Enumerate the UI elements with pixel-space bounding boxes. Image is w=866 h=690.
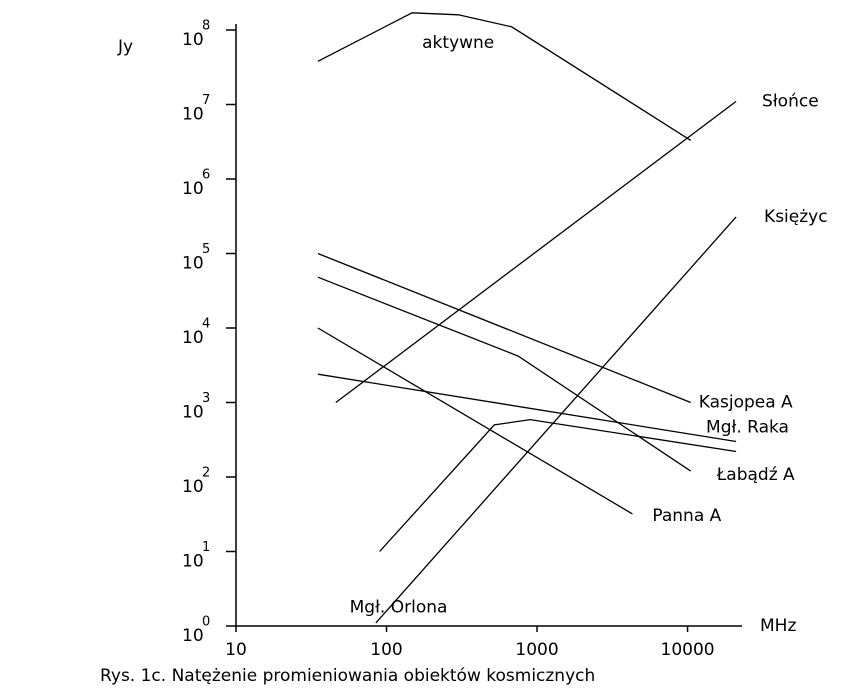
x-tick-label: 10: [225, 640, 247, 660]
line-series: [375, 216, 737, 624]
y-tick-label: 10: [182, 552, 204, 572]
annotation: Słońce: [762, 91, 819, 111]
series-label: Kasjopea A: [699, 393, 793, 413]
y-tick-label: 10: [182, 477, 204, 497]
y-tick-exp: 5: [202, 242, 210, 257]
y-tick-exp: 7: [202, 93, 210, 108]
y-tick-label: 10: [182, 254, 204, 274]
series-label: Mgł. Raka: [706, 417, 789, 437]
line-series: [317, 373, 737, 443]
line-series: [317, 276, 692, 472]
x-tick-label: 10000: [661, 640, 715, 660]
series-label: Łabądź A: [716, 465, 795, 485]
y-tick-exp: 1: [202, 540, 210, 555]
y-tick-exp: 4: [202, 317, 210, 332]
line-series: [317, 12, 692, 141]
y-tick-label: 10: [182, 626, 204, 646]
y-tick-label: 10: [182, 403, 204, 423]
series-label: Mgł. Orlona: [350, 598, 448, 618]
line-series: [379, 418, 737, 552]
y-tick-exp: 0: [202, 615, 210, 630]
line-series: [317, 252, 691, 404]
series-label: Panna A: [652, 506, 721, 526]
caption: Rys. 1c. Natężenie promieniowania obiekt…: [100, 666, 595, 686]
x-axis-label: MHz: [760, 616, 796, 636]
x-tick-label: 100: [370, 640, 402, 660]
series-label: Księżyc: [764, 207, 828, 227]
y-tick-label: 10: [182, 30, 204, 50]
line-series: [317, 327, 633, 515]
y-tick-exp: 8: [202, 19, 210, 34]
y-tick-exp: 6: [202, 168, 210, 183]
y-tick-exp: 3: [202, 391, 210, 406]
x-tick-label: 1000: [515, 640, 558, 660]
y-tick-label: 10: [182, 105, 204, 125]
line-series: [335, 100, 737, 404]
series-label: aktywne: [422, 33, 494, 53]
y-tick-label: 10: [182, 179, 204, 199]
y-tick-label: 10: [182, 328, 204, 348]
y-axis-label: Jy: [117, 37, 133, 57]
y-tick-exp: 2: [202, 466, 210, 481]
